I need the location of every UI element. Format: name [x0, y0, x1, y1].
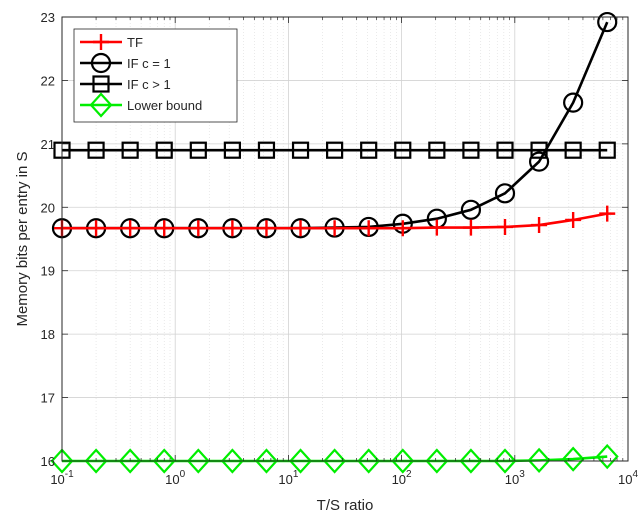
plot-frame: [61, 16, 629, 462]
data-point-if-c-1: [326, 141, 344, 159]
data-point-lower-bound: [50, 448, 74, 474]
data-point-lower-bound: [527, 447, 551, 474]
data-point-lower-bound: [323, 448, 347, 474]
series-tf: [54, 205, 616, 237]
data-point-lower-bound: [595, 443, 619, 470]
legend-marker-if-c-1: [92, 75, 110, 93]
data-point-if-c-1: [428, 141, 446, 159]
data-point-if-c-1: [189, 141, 207, 159]
y-tick-label: 16: [41, 454, 55, 469]
x-tick-label: 104: [618, 469, 638, 487]
legend: TF IF c = 1 IF c > 1 Lower bound: [73, 28, 238, 123]
data-point-tf: [122, 220, 139, 237]
legend-label-if-c-1: IF c > 1: [127, 77, 171, 92]
data-point-lower-bound: [254, 448, 278, 474]
x-tick-label: 102: [392, 469, 412, 487]
data-point-if-c-1: [494, 183, 516, 204]
data-point-tf: [531, 217, 548, 234]
x-tick-label: 100: [165, 469, 185, 487]
data-point-tf: [496, 218, 513, 235]
data-point-if-c-1: [121, 141, 139, 159]
data-point-lower-bound: [220, 448, 244, 474]
data-point-tf: [224, 220, 241, 237]
y-tick-label: 21: [41, 137, 55, 152]
x-tick-label-base: 10: [618, 472, 632, 487]
data-point-if-c-1: [291, 141, 310, 159]
data-point-tf: [292, 220, 309, 237]
data-point-lower-bound: [391, 448, 415, 474]
data-point-lower-bound: [357, 448, 381, 474]
x-tick-label-exponent: 0: [180, 469, 186, 480]
data-point-lower-bound: [152, 448, 176, 474]
data-point-if-c-1: [597, 11, 618, 33]
data-point-if-c-1: [257, 141, 276, 159]
data-point-if-c-1: [460, 199, 482, 220]
legend-label-tf: TF: [127, 35, 143, 50]
y-axis-label: Memory bits per entry in S: [14, 151, 31, 326]
data-point-lower-bound: [84, 448, 108, 474]
data-point-lower-bound: [459, 448, 483, 474]
data-point-if-c-1: [462, 141, 480, 159]
data-point-tf: [462, 219, 479, 236]
data-point-lower-bound: [425, 448, 449, 474]
data-point-tf: [326, 220, 343, 237]
x-tick-label-exponent: 1: [293, 469, 299, 480]
y-tick-label: 20: [41, 200, 55, 215]
x-tick-label: 103: [505, 469, 525, 487]
data-point-if-c-1: [563, 92, 584, 113]
data-point-if-c-1: [87, 141, 105, 159]
legend-label-if-c-1: IF c = 1: [127, 56, 171, 71]
data-point-tf: [258, 220, 275, 237]
data-point-if-c-1: [528, 151, 550, 172]
data-point-tf: [394, 220, 411, 237]
legend-marker-lower-bound: [89, 92, 113, 118]
x-tick-label-exponent: 2: [406, 469, 412, 480]
data-point-tf: [190, 220, 207, 237]
x-tick-label-base: 10: [50, 472, 64, 487]
y-tick-label: 19: [41, 264, 55, 279]
legend-marker-if-c-1: [90, 52, 112, 74]
data-point-lower-bound: [118, 448, 142, 474]
data-point-tf: [565, 211, 582, 228]
data-point-if-c-1: [496, 141, 514, 159]
series-if-c-1: [53, 141, 616, 159]
x-tick-label-base: 10: [505, 472, 519, 487]
y-tick-label: 18: [41, 327, 55, 342]
x-axis-label: T/S ratio: [317, 497, 374, 514]
data-point-lower-bound: [289, 448, 313, 474]
data-point-tf: [156, 220, 173, 237]
data-point-lower-bound: [493, 448, 517, 474]
legend-marker-tf: [93, 34, 109, 50]
data-point-tf: [360, 220, 377, 237]
data-point-lower-bound: [186, 448, 210, 474]
data-point-lower-bound: [561, 446, 585, 472]
x-tick-label-base: 10: [278, 472, 292, 487]
legend-label-lower-bound: Lower bound: [127, 98, 202, 113]
data-point-tf: [88, 220, 105, 237]
data-point-tf: [428, 219, 445, 236]
x-tick-label-base: 10: [165, 472, 179, 487]
data-point-if-c-1: [360, 141, 378, 159]
x-tick-label-exponent: 3: [519, 469, 525, 480]
y-tick-label: 17: [41, 391, 55, 406]
data-point-if-c-1: [155, 141, 173, 159]
data-point-if-c-1: [598, 141, 616, 159]
data-point-tf: [599, 205, 616, 222]
x-tick-label-exponent: -1: [65, 469, 74, 480]
ticks: [61, 16, 629, 462]
x-tick-label: 10-1: [50, 469, 74, 487]
data-point-if-c-1: [394, 141, 412, 159]
data-point-if-c-1: [223, 141, 241, 159]
data-point-if-c-1: [564, 141, 582, 159]
x-tick-label-exponent: 4: [632, 469, 638, 480]
x-tick-label: 101: [278, 469, 298, 487]
x-tick-label-base: 10: [392, 472, 406, 487]
y-tick-label: 23: [41, 10, 55, 25]
grid: [61, 16, 629, 462]
y-tick-label: 22: [41, 73, 55, 88]
